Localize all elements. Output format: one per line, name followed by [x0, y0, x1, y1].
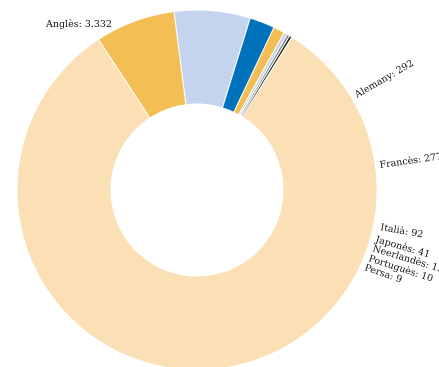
slice-anglès [16, 36, 378, 367]
label-francès: Francès: 277 [379, 151, 439, 171]
label-alemany: Alemany: 292 [352, 58, 416, 101]
label-anglès: Anglès: 3.332 [45, 19, 112, 30]
donut-slices [16, 9, 378, 367]
slice-persa [240, 35, 293, 118]
